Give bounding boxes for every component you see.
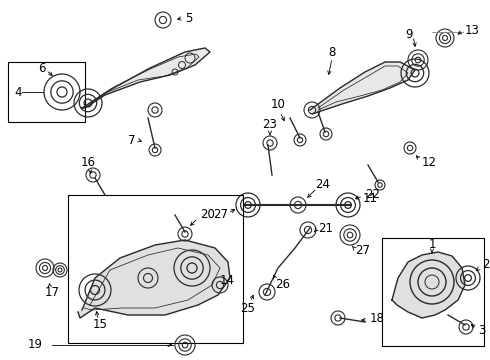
Text: 10: 10: [270, 99, 286, 112]
Text: 13: 13: [465, 23, 480, 36]
Polygon shape: [78, 240, 230, 318]
Text: 19: 19: [28, 338, 43, 351]
Bar: [382, 238, 484, 346]
Text: 9: 9: [405, 28, 413, 41]
Text: 7: 7: [127, 134, 135, 147]
Text: 18: 18: [370, 311, 385, 324]
Bar: [68, 195, 243, 343]
Polygon shape: [310, 62, 415, 114]
Text: 14: 14: [220, 274, 235, 287]
Text: 11: 11: [363, 192, 377, 204]
Text: 16: 16: [80, 156, 96, 168]
Text: 21: 21: [318, 221, 333, 234]
Text: 15: 15: [93, 319, 107, 332]
Text: 12: 12: [422, 156, 437, 168]
Bar: [8, 62, 85, 122]
Text: 2: 2: [482, 258, 490, 271]
Polygon shape: [392, 252, 465, 318]
Text: 27: 27: [213, 208, 228, 221]
Polygon shape: [82, 48, 210, 108]
Text: 4: 4: [14, 85, 22, 99]
Text: 5: 5: [185, 12, 193, 24]
Text: 20: 20: [200, 208, 215, 221]
Text: 1: 1: [428, 238, 436, 252]
Text: 27: 27: [355, 243, 370, 256]
Text: 6: 6: [38, 62, 46, 75]
Text: 22: 22: [365, 189, 380, 202]
Text: 24: 24: [315, 179, 330, 192]
Text: 3: 3: [478, 324, 486, 337]
Text: 25: 25: [241, 302, 255, 315]
Text: 17: 17: [45, 285, 59, 298]
Text: 26: 26: [275, 279, 290, 292]
Text: 8: 8: [328, 45, 336, 58]
Text: 23: 23: [263, 118, 277, 131]
